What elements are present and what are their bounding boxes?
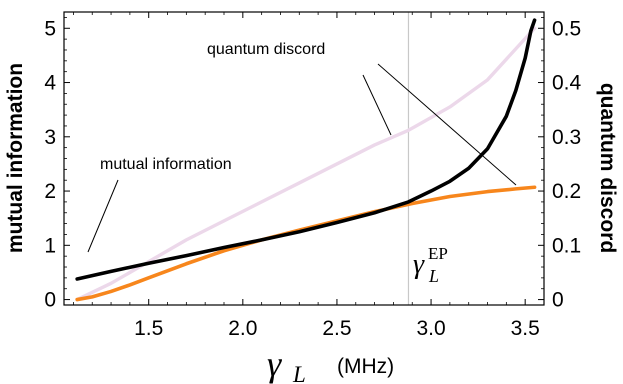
y-right-tick-label: 0.2	[552, 180, 581, 203]
y-right-tick-label: 0	[552, 289, 564, 312]
y-left-tick-label: 1	[44, 234, 56, 257]
y-left-tick-label: 3	[44, 126, 56, 149]
x-tick-label: 1.5	[134, 317, 163, 340]
x-tick-label: 2.0	[228, 317, 257, 340]
y-axis-right-title: quantum discord	[596, 83, 619, 253]
ticks-layer: 1.5 2.0 2.5 3.0 3.5 0 1 2 3 4 5 0 0.1 0.2 0.3 0.4 0.5	[44, 12, 582, 340]
x-axis-unit: (MHz)	[337, 355, 394, 378]
exceptional-point-label: γ L EP	[413, 244, 448, 286]
y-left-tick-label: 4	[44, 72, 56, 95]
ep-label-subscript: L	[428, 266, 439, 286]
y-left-tick-label: 2	[44, 180, 56, 203]
y-left-tick-label: 0	[44, 289, 56, 312]
x-axis-symbol: γ	[267, 344, 282, 384]
ep-label-superscript: EP	[428, 244, 448, 263]
series-line-mutual-information	[75, 18, 537, 281]
labels-layer: mutual information quantum discord γ L (…	[4, 63, 619, 384]
y-left-tick-label: 5	[44, 17, 56, 40]
y-right-tick-label: 0.4	[552, 72, 582, 95]
x-tick-label: 3.5	[511, 317, 540, 340]
ep-label-base: γ	[413, 249, 425, 280]
x-tick-label: 3.0	[416, 317, 445, 340]
series-line-quantum-discord	[75, 185, 537, 302]
x-tick-label: 2.5	[322, 317, 351, 340]
y-right-tick-label: 0.3	[552, 126, 581, 149]
annotation-pointer-quantum-discord-1	[362, 74, 392, 136]
y-axis-left-title: mutual information	[4, 63, 27, 253]
annotation-pointer-mutual-information	[87, 179, 119, 253]
x-axis-title: γ L (MHz)	[267, 344, 394, 384]
y-right-tick-label: 0.1	[552, 234, 581, 257]
y-right-tick-label: 0.5	[552, 17, 581, 40]
annotation-layer: quantum discord mutual information	[87, 41, 517, 253]
annotation-pointer-quantum-discord-2	[377, 63, 517, 186]
series-layer	[75, 18, 537, 302]
annotation-quantum-discord: quantum discord	[207, 41, 325, 58]
annotation-mutual-information: mutual information	[100, 156, 232, 173]
x-axis-symbol-subscript: L	[292, 362, 306, 384]
